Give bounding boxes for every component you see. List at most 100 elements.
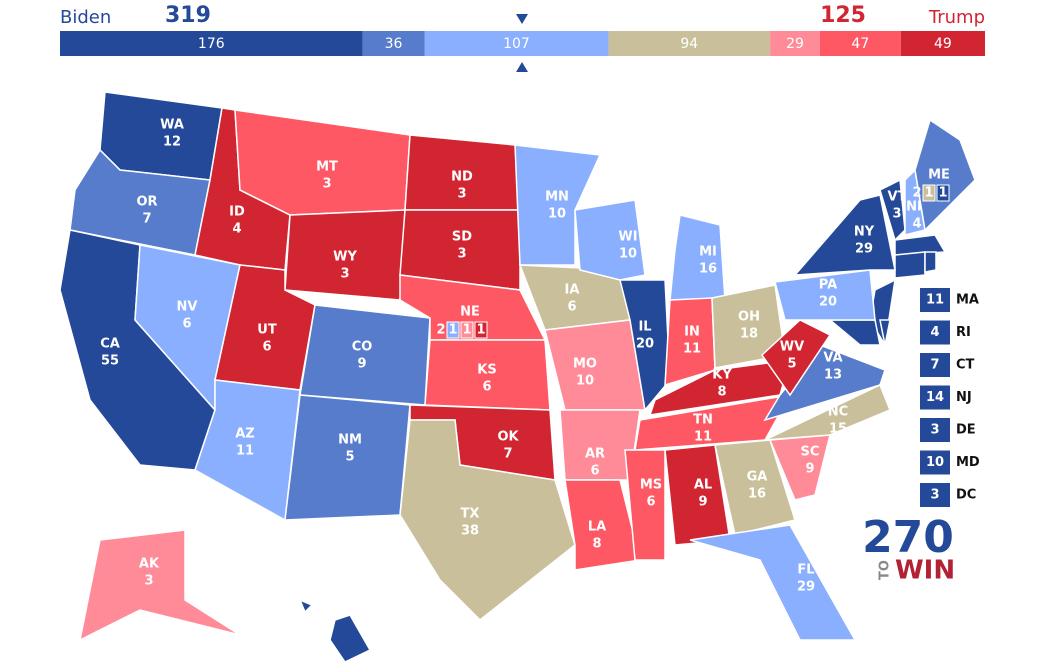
state-abbr: KY [712, 368, 732, 383]
state-abbr: CA [100, 337, 120, 352]
state-abbr: MI [699, 245, 717, 260]
bar-label: 94 [680, 36, 698, 52]
bar-label: 49 [934, 36, 952, 52]
state-votes: 6 [182, 317, 191, 332]
small-state-box [920, 450, 950, 475]
logo-win: WIN [895, 556, 955, 586]
state-abbr: MO [573, 357, 597, 372]
state-shape [574, 199, 646, 281]
right-name: Trump [928, 7, 985, 28]
state-shape [689, 524, 857, 641]
state-abbr: UT [257, 323, 277, 338]
state-votes: 10 [548, 207, 566, 222]
logo-number: 270 [862, 512, 954, 563]
state-abbr: NY [854, 225, 875, 240]
state-shape [194, 379, 301, 522]
small-state-votes: 11 [926, 293, 944, 308]
bar-segment [424, 31, 609, 56]
state-shape [774, 269, 876, 321]
bar-label: 47 [851, 36, 869, 52]
state-votes: 3 [892, 207, 901, 222]
small-state-box [920, 288, 950, 312]
small-state-box [920, 418, 950, 442]
bar-segment [900, 31, 985, 56]
district-votes: 1 [938, 186, 947, 201]
state-votes: 8 [592, 537, 601, 552]
bar-segment [60, 31, 363, 56]
state-abbr: AZ [235, 427, 255, 442]
district-votes: 1 [448, 323, 457, 338]
state-abbr: CO [352, 340, 373, 355]
state-abbr: AK [139, 557, 160, 572]
small-state-abbr: NJ [956, 390, 972, 405]
state-abbr: IN [684, 325, 700, 340]
small-state-box [920, 385, 950, 410]
state-votes: 2 [436, 323, 445, 338]
state-votes: 20 [819, 295, 837, 310]
small-state-votes: 7 [930, 358, 939, 373]
state-votes: 3 [144, 574, 153, 589]
state-votes: 5 [787, 357, 796, 372]
state-abbr: OH [738, 310, 760, 325]
district-box [460, 321, 474, 339]
bar-label: 107 [503, 36, 530, 52]
small-state-box [920, 320, 950, 345]
state-shape [99, 91, 223, 181]
state-votes: 15 [829, 422, 847, 437]
state-shape [914, 118, 976, 232]
state-abbr: OR [136, 195, 157, 210]
state-votes: 38 [461, 524, 479, 539]
state-abbr: WI [618, 230, 637, 245]
small-state-abbr: MA [956, 293, 979, 308]
district-box [446, 321, 460, 339]
state-abbr: IA [565, 283, 580, 298]
bar-segment [362, 31, 425, 56]
logo-to: TO [878, 560, 893, 580]
state-votes: 3 [457, 247, 466, 262]
state-votes: 3 [322, 177, 331, 192]
state-abbr: FL [797, 563, 814, 578]
state-abbr: MN [545, 190, 569, 205]
state-abbr: SD [452, 230, 472, 245]
district-box [936, 184, 950, 202]
state-abbr: OK [497, 430, 519, 445]
state-shape [514, 144, 602, 266]
state-abbr: LA [588, 520, 606, 535]
state-votes: 9 [698, 495, 707, 510]
small-state-box [920, 483, 950, 507]
state-abbr: NM [338, 433, 362, 448]
state-shape [298, 598, 314, 614]
bar-segment [608, 31, 771, 56]
marker-top [516, 14, 528, 24]
district-box [922, 184, 936, 202]
bar-label: 176 [198, 36, 225, 52]
state-votes: 18 [740, 327, 758, 342]
state-abbr: IL [638, 320, 651, 335]
small-state-abbr: DE [956, 423, 976, 438]
state-abbr: WA [160, 118, 184, 133]
state-abbr: TX [461, 507, 480, 522]
state-abbr: ND [451, 170, 473, 185]
state-votes: 6 [482, 380, 491, 395]
state-votes: 16 [699, 262, 717, 277]
small-state-abbr: MD [956, 455, 980, 470]
state-votes: 16 [748, 487, 766, 502]
state-votes: 4 [318, 647, 327, 662]
state-shape [827, 319, 881, 346]
right-votes: 125 [820, 3, 866, 28]
state-shape [793, 194, 896, 276]
state-abbr: KS [477, 363, 496, 378]
state-abbr: SC [801, 445, 820, 460]
state-abbr: AL [694, 478, 712, 493]
state-votes: 7 [503, 447, 512, 462]
state-shape [924, 251, 937, 273]
district-votes: 1 [476, 323, 485, 338]
small-state-votes: 3 [930, 423, 939, 438]
state-abbr: ME [928, 168, 950, 183]
district-votes: 1 [462, 323, 471, 338]
state-abbr: NC [828, 405, 848, 420]
district-votes: 1 [924, 186, 933, 201]
state-shape [564, 479, 641, 571]
state-abbr: WV [780, 340, 804, 355]
